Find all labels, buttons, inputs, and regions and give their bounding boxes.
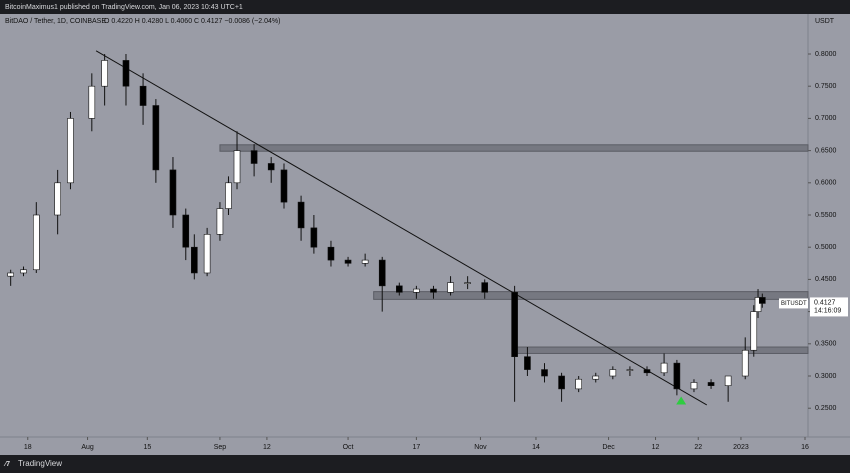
candle-body [122, 60, 130, 87]
resistance-zone [514, 346, 809, 354]
y-tick-label: 0.8000 [815, 51, 837, 58]
candle-body [169, 169, 177, 216]
x-tick-label: 18 [24, 444, 32, 451]
candle-body [741, 349, 749, 377]
candle-body [690, 382, 698, 390]
last-price-label: 0.4127 [814, 299, 836, 306]
ohlc-legend: O 0.4220 H 0.4280 L 0.4060 C 0.4127 −0.0… [104, 18, 280, 25]
trendline [95, 50, 708, 406]
y-tick-label: 0.6500 [815, 147, 837, 154]
candle-body [524, 356, 531, 370]
x-tick-label: Sep [214, 444, 227, 451]
candle-body [216, 208, 224, 235]
x-tick-label: Dec [602, 444, 615, 451]
symbol-label: BITUSDT [781, 301, 807, 307]
candle-body [707, 382, 715, 386]
candle-body [361, 259, 369, 264]
symbol-tag [779, 298, 808, 309]
candle-body [673, 362, 681, 390]
x-tick-label: 22 [694, 444, 702, 451]
candle-body [297, 201, 305, 229]
candle-body [511, 291, 518, 357]
candle-body [250, 150, 258, 164]
published-note: BitcoinMaximus1 published on TradingView… [5, 4, 243, 11]
y-tick-label: 0.7500 [815, 83, 837, 90]
chart-title: BitDAO / Tether, 1D, COINBASE [5, 18, 106, 25]
candle-body [626, 369, 634, 371]
price-tag [810, 297, 848, 317]
candle-body [191, 246, 198, 274]
candle-body [643, 369, 651, 374]
x-tick-label: 17 [412, 444, 420, 451]
candle-body [344, 259, 352, 264]
candle-body [225, 182, 232, 209]
x-tick-label: 2023 [733, 444, 749, 451]
y-tick-label: 0.5500 [815, 212, 837, 219]
countdown-label: 14:16:09 [814, 307, 841, 314]
y-tick-label: 0.3500 [815, 341, 837, 348]
candle-body [759, 297, 766, 304]
x-tick-label: 15 [143, 444, 151, 451]
candle-body [464, 282, 471, 284]
candle-body [152, 105, 160, 171]
candle-body [54, 182, 61, 216]
resistance-zone [219, 144, 809, 152]
candle-body [592, 375, 600, 380]
x-tick-label: Nov [474, 444, 487, 451]
y-tick-label: 0.7000 [815, 115, 837, 122]
candle-body [541, 369, 548, 377]
y-tick-label: 0.5000 [815, 244, 837, 251]
candle-body [33, 214, 40, 271]
candle-body [575, 378, 582, 390]
candle-body [750, 311, 758, 351]
candle-body [609, 369, 617, 377]
candle-body [267, 163, 275, 171]
candle-body [430, 288, 437, 293]
candle-body [182, 214, 190, 248]
candle-body [139, 85, 147, 106]
x-tick-label: Oct [343, 444, 354, 451]
x-tick-label: 14 [532, 444, 540, 451]
candle-body [203, 234, 211, 274]
brand-logo: ⁄7 [3, 461, 10, 468]
x-tick-label: 16 [801, 444, 809, 451]
brand: TradingView [18, 459, 62, 468]
y-tick-label: 0.2500 [815, 405, 837, 412]
candle-body [481, 282, 489, 293]
candle-body [660, 362, 668, 374]
resistance-zone [373, 291, 809, 300]
candle-body [101, 60, 108, 87]
x-tick-label: 12 [263, 444, 271, 451]
candle-body [67, 118, 74, 184]
x-tick-label: 12 [652, 444, 660, 451]
y-tick-label: 0.3000 [815, 373, 837, 380]
candle-body [558, 375, 565, 390]
candle-body [413, 288, 420, 293]
candle-body [7, 272, 14, 277]
candle-body [327, 246, 335, 261]
y-tick-label: 0.6000 [815, 180, 837, 187]
candle-body [233, 150, 241, 184]
x-tick-label: Aug [81, 444, 94, 451]
candle-body [310, 227, 318, 248]
candle-body [754, 297, 762, 312]
candle-body [378, 259, 386, 287]
currency-label: USDT [815, 18, 835, 25]
candle-body [396, 285, 403, 293]
signal-marker [676, 396, 687, 405]
candle-body [447, 282, 454, 293]
y-tick-label: 0.4500 [815, 276, 837, 283]
candle-body [724, 375, 732, 386]
candle-body [20, 269, 27, 274]
candle-body [280, 169, 288, 203]
candle-body [88, 85, 96, 119]
